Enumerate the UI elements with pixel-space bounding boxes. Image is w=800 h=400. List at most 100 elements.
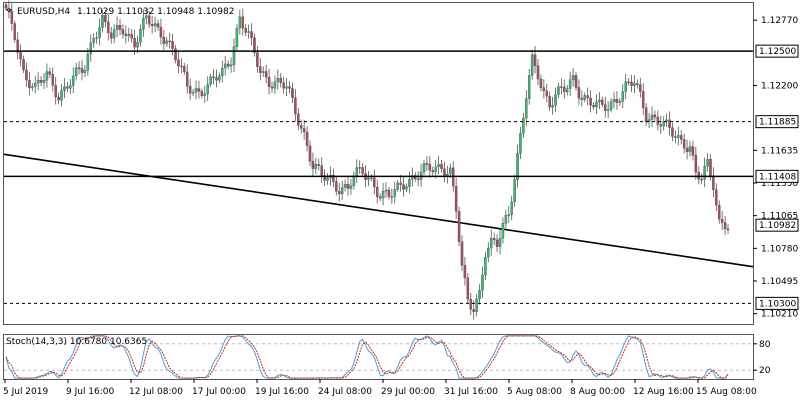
x-tick-label: 8 Aug 00:00: [570, 387, 625, 397]
candle: [679, 129, 683, 145]
candle: [308, 140, 312, 167]
candle: [261, 66, 265, 77]
candle: [323, 169, 326, 187]
candle: [492, 232, 496, 246]
y-tick-label: 1.10780: [761, 244, 798, 254]
candle: [668, 111, 671, 136]
candle: [115, 16, 119, 38]
candle: [226, 60, 230, 70]
candle: [513, 174, 516, 207]
x-tick-label: 5 Jul 2019: [3, 387, 48, 397]
y-tick-label: 1.10210: [761, 310, 798, 320]
candle: [171, 33, 174, 56]
candle: [440, 159, 443, 173]
candle: [665, 113, 668, 127]
candle: [337, 182, 341, 202]
candle: [150, 15, 154, 34]
candle: [527, 68, 531, 105]
candle: [370, 173, 373, 182]
candle: [264, 64, 268, 84]
candle: [279, 72, 283, 88]
candle: [177, 51, 180, 74]
stochastic-layer: 80 20: [4, 335, 771, 379]
candle: [180, 58, 183, 74]
candle: [434, 159, 437, 179]
candle: [495, 234, 499, 252]
candle: [256, 45, 259, 73]
candle: [381, 182, 385, 206]
stoch-main-line: [5, 335, 729, 379]
candle: [706, 153, 709, 172]
candle: [121, 24, 125, 39]
candle: [720, 210, 724, 231]
candle: [273, 75, 277, 94]
candle: [42, 73, 46, 89]
candle: [276, 69, 280, 90]
symbol-timeframe: EURUSD,H4: [17, 7, 70, 17]
trendline-layer: [3, 153, 754, 268]
candle: [60, 83, 63, 107]
candle: [688, 140, 692, 157]
svg-text:1.10300: 1.10300: [759, 299, 796, 309]
candle: [165, 36, 169, 48]
candle: [425, 156, 429, 171]
candle: [443, 161, 446, 183]
candle: [153, 16, 157, 33]
candle: [656, 110, 660, 131]
candle: [332, 168, 335, 188]
candles-layer: [4, 0, 730, 320]
candle: [715, 183, 718, 211]
candle: [457, 206, 461, 247]
candle: [487, 242, 490, 263]
candle: [536, 58, 540, 86]
candle: [612, 91, 616, 109]
candle: [551, 96, 554, 115]
candle: [259, 58, 262, 81]
candle: [615, 91, 619, 110]
candle: [162, 29, 166, 50]
candle: [311, 152, 315, 177]
candle: [463, 256, 467, 286]
candle: [691, 140, 695, 161]
candle: [197, 80, 201, 99]
candle: [66, 81, 69, 93]
candle: [63, 78, 66, 99]
candle: [86, 48, 90, 76]
candle: [238, 9, 242, 35]
candle: [703, 157, 706, 188]
candle: [478, 284, 481, 305]
candle: [460, 235, 464, 272]
candle: [674, 130, 677, 144]
candle: [285, 77, 288, 97]
candle: [22, 55, 25, 73]
x-tick-label: 12 Aug 16:00: [633, 387, 694, 397]
candle: [346, 175, 350, 197]
candle: [136, 35, 139, 54]
candle: [375, 179, 379, 204]
candle: [203, 86, 207, 103]
candle: [19, 44, 22, 67]
candle: [320, 157, 323, 184]
candle: [340, 180, 344, 200]
stochastic-label: Stoch(14,3,3) 10.6780 10.6365: [6, 337, 147, 347]
candle: [548, 91, 551, 112]
candle: [644, 103, 648, 126]
candle: [586, 87, 589, 106]
candle: [431, 166, 435, 176]
candle: [574, 71, 578, 91]
candle: [723, 216, 727, 235]
candle: [335, 176, 338, 196]
y-tick-label: 1.11350: [761, 179, 798, 189]
candle: [89, 34, 93, 62]
candle: [45, 63, 49, 88]
x-tick-label: 5 Aug 08:00: [507, 387, 562, 397]
candle: [384, 182, 388, 198]
candle: [507, 206, 511, 223]
candle: [627, 77, 630, 86]
candle: [212, 69, 215, 85]
candle: [142, 9, 145, 37]
y-tick-label: 1.10495: [761, 277, 798, 287]
candle: [253, 33, 256, 57]
stoch-level-label: 80: [759, 340, 771, 350]
level-price-label: 1.11885: [755, 115, 799, 129]
